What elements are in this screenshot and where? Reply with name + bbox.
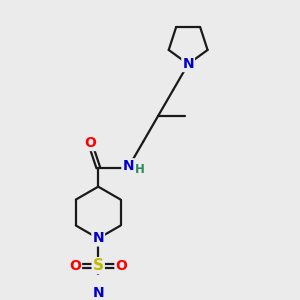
Text: N: N [92,286,104,300]
Text: H: H [135,163,145,176]
Text: N: N [182,57,194,71]
Text: O: O [116,259,127,273]
Text: N: N [122,159,134,173]
Text: S: S [93,258,104,273]
Text: N: N [92,231,104,245]
Text: O: O [69,259,81,273]
Text: O: O [84,136,96,150]
